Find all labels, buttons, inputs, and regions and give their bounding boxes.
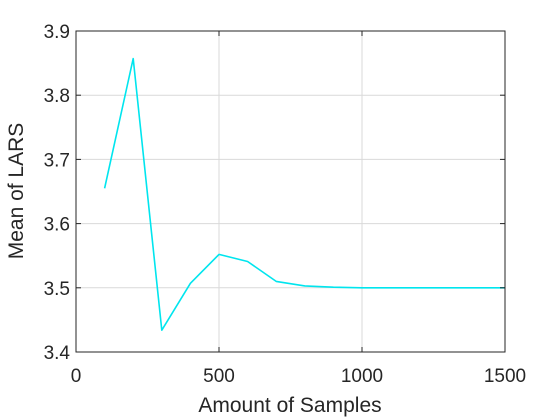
tick-marks — [75, 30, 506, 353]
y-tick-label: 3.6 — [44, 215, 70, 236]
x-tick-labels: 0 500 1000 1500 — [71, 366, 526, 387]
series-line — [103, 57, 505, 332]
y-tick-label: 3.7 — [44, 150, 70, 171]
plot-background — [76, 31, 505, 352]
y-tick-label: 3.5 — [44, 279, 70, 300]
y-tick-label: 3.9 — [44, 22, 70, 43]
x-axis-label: Amount of Samples — [198, 394, 381, 417]
x-tick-label: 0 — [71, 366, 82, 387]
x-tick-label: 1000 — [341, 366, 383, 387]
series-layer — [103, 57, 505, 332]
y-tick-label: 3.8 — [44, 86, 70, 107]
y-axis-label: Mean of LARS — [5, 123, 28, 260]
x-tick-label: 1500 — [484, 366, 526, 387]
y-tick-labels: 3.4 3.5 3.6 3.7 3.8 3.9 — [44, 22, 71, 364]
x-tick-label: 500 — [203, 366, 235, 387]
plot-border — [75, 30, 506, 353]
y-tick-label: 3.4 — [44, 343, 71, 364]
